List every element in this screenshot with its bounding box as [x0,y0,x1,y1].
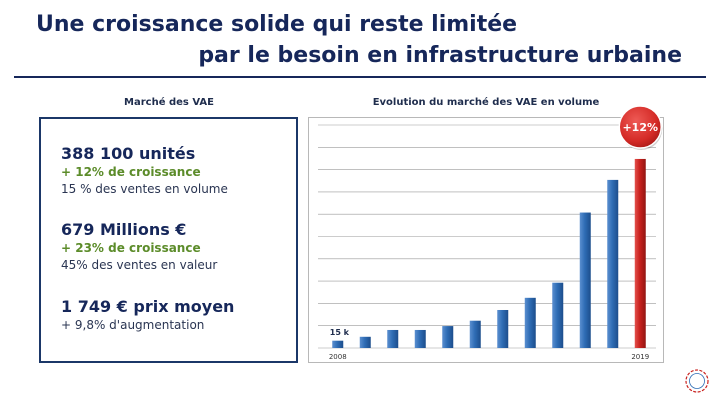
stat-price-value: 1 749 € prix moyen [61,297,235,316]
x-label-last: 2019 [631,353,649,361]
bar-2009 [359,336,371,348]
first-value-label: 15 k [330,328,350,337]
bar-2011 [414,329,426,348]
stat-price-change: + 9,8% d'augmentation [61,318,205,332]
chart-frame [308,117,664,363]
stat-value-growth: + 23% de croissance [61,241,201,255]
stat-units-value: 388 100 unités [61,144,196,163]
stat-price: 1 749 € prix moyen + 9,8% d'augmentation [61,297,234,334]
bar-2008 [332,340,344,348]
stat-value-amount: 679 Millions € [61,220,187,239]
bar-2018 [607,179,619,348]
bar-2016 [552,282,564,348]
chart-title: Evolution du marché des VAE en volume [372,97,600,108]
stat-units-growth: + 12% de croissance [61,165,201,179]
stat-value: 679 Millions € + 23% de croissance 45% d… [61,220,217,274]
x-label-first: 2008 [329,353,347,361]
stat-units-share: 15 % des ventes en volume [61,182,228,196]
bar-2015 [524,297,536,348]
stat-value-share: 45% des ventes en valeur [61,258,218,272]
title-line-2: par le besoin en infrastructure urbaine [198,43,682,68]
market-stats-panel: 388 100 unités + 12% de croissance 15 % … [39,117,298,363]
bar-2017 [579,212,591,348]
bar-2013 [469,320,481,348]
growth-badge-label: +12% [622,121,658,134]
title-divider [14,76,706,78]
brand-logo [685,369,709,393]
title-line-1: Une croissance solide qui reste limitée [36,12,518,37]
growth-badge [618,105,662,149]
left-panel-heading: Marché des VAE [124,97,214,108]
bar-2014 [497,309,509,348]
stat-units: 388 100 unités + 12% de croissance 15 % … [61,144,228,198]
bar-2012 [442,326,454,348]
bar-2019 [634,158,646,348]
bar-2010 [387,329,399,348]
